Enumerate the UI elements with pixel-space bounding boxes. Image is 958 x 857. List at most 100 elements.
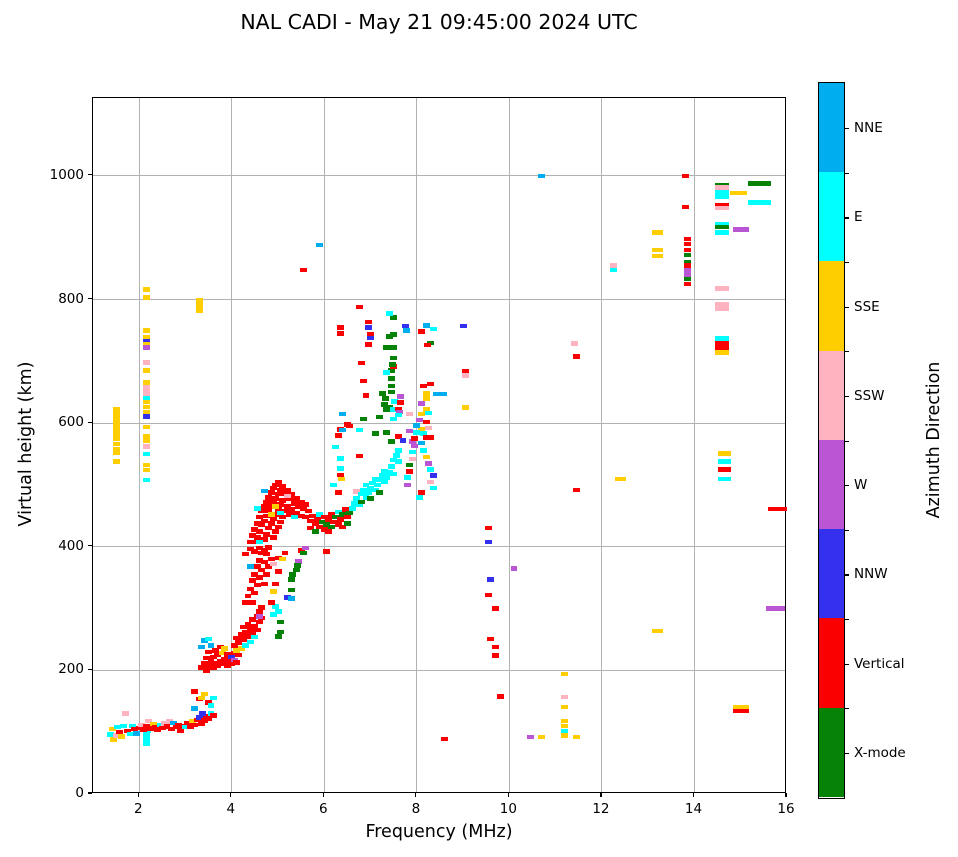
x-tick-label: 10 xyxy=(499,801,517,817)
data-point xyxy=(272,529,280,534)
data-point xyxy=(161,721,169,726)
data-point xyxy=(251,572,259,577)
data-point xyxy=(401,323,409,329)
data-point xyxy=(492,644,499,650)
data-point xyxy=(253,506,261,511)
data-point xyxy=(258,550,266,556)
data-point xyxy=(413,423,421,428)
data-point xyxy=(394,412,402,418)
data-point xyxy=(715,350,730,355)
data-point xyxy=(715,224,730,230)
data-point xyxy=(260,488,268,494)
data-point xyxy=(142,462,150,468)
data-point xyxy=(610,267,617,273)
data-point xyxy=(300,550,307,556)
colorbar-segment-label: X-mode xyxy=(854,744,906,761)
data-point xyxy=(265,495,273,500)
x-axis-label: Frequency (MHz) xyxy=(365,822,513,842)
data-point xyxy=(142,334,150,340)
data-point xyxy=(485,539,493,545)
data-point xyxy=(408,439,416,444)
data-point xyxy=(258,605,266,610)
data-point xyxy=(387,464,395,469)
data-point xyxy=(304,508,312,514)
data-point xyxy=(276,519,284,525)
data-point xyxy=(390,416,398,422)
data-point xyxy=(404,475,412,480)
data-point xyxy=(385,470,393,475)
data-point xyxy=(110,737,118,742)
data-point xyxy=(246,639,254,645)
y-gridline xyxy=(93,299,785,300)
data-point xyxy=(288,491,296,497)
data-point xyxy=(256,539,264,545)
data-point xyxy=(294,563,301,568)
data-point xyxy=(272,581,280,587)
data-point xyxy=(290,501,298,506)
data-point xyxy=(191,722,199,728)
data-point xyxy=(237,632,245,637)
data-point xyxy=(235,652,243,658)
colorbar-tick-boundary xyxy=(845,618,849,621)
data-point xyxy=(392,453,400,458)
data-point xyxy=(424,410,432,416)
colorbar-tick-boundary xyxy=(845,172,849,174)
data-point xyxy=(232,660,240,665)
data-point xyxy=(244,621,252,627)
data-point xyxy=(390,457,398,463)
data-point xyxy=(272,504,280,509)
data-point xyxy=(263,551,270,557)
data-point xyxy=(418,427,425,432)
data-point xyxy=(251,634,259,640)
data-point xyxy=(684,263,691,268)
data-point xyxy=(177,728,185,733)
data-point xyxy=(170,720,178,726)
data-point xyxy=(684,252,691,258)
data-point xyxy=(408,449,416,455)
data-point xyxy=(131,726,139,732)
data-point xyxy=(338,476,346,481)
data-point xyxy=(390,315,398,320)
y-axis-label: Virtual height (km) xyxy=(16,361,36,527)
data-point xyxy=(295,504,303,509)
data-point xyxy=(142,368,150,373)
data-point xyxy=(357,491,365,497)
data-point xyxy=(274,491,282,497)
data-point xyxy=(108,726,116,732)
data-point xyxy=(256,558,264,563)
data-point xyxy=(112,407,120,412)
data-point xyxy=(172,724,180,730)
colorbar-tick-mid xyxy=(845,128,849,130)
colorbar-segment-ssw xyxy=(819,350,844,441)
data-point xyxy=(423,342,431,348)
data-point xyxy=(378,473,386,478)
data-point xyxy=(142,434,150,439)
data-point xyxy=(717,476,732,481)
data-point xyxy=(651,230,664,235)
data-point xyxy=(205,716,213,722)
data-point xyxy=(242,600,250,605)
data-point xyxy=(420,383,428,389)
data-point xyxy=(151,724,159,730)
data-point xyxy=(561,718,569,724)
data-point xyxy=(732,227,749,232)
colorbar-segment-sse xyxy=(819,261,844,352)
data-point xyxy=(325,517,333,522)
data-point xyxy=(112,436,120,442)
data-point xyxy=(357,499,365,505)
data-point xyxy=(323,549,331,554)
data-point xyxy=(112,427,120,432)
data-point xyxy=(274,479,282,485)
data-point xyxy=(387,389,395,395)
data-point xyxy=(311,521,319,526)
data-point xyxy=(182,724,189,730)
data-point xyxy=(422,391,430,396)
data-point xyxy=(256,575,264,580)
data-point xyxy=(376,414,384,420)
data-point xyxy=(350,501,358,506)
data-point xyxy=(244,593,252,599)
data-point xyxy=(156,722,164,728)
data-point xyxy=(251,623,259,629)
data-point xyxy=(147,726,155,731)
